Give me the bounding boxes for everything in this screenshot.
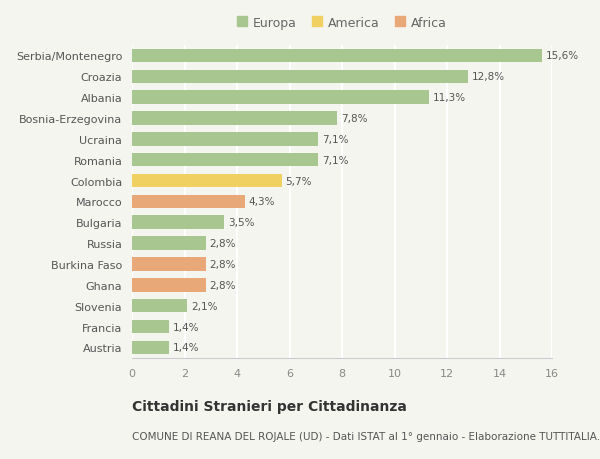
Text: COMUNE DI REANA DEL ROJALE (UD) - Dati ISTAT al 1° gennaio - Elaborazione TUTTIT: COMUNE DI REANA DEL ROJALE (UD) - Dati I… [132,431,600,442]
Bar [132,216,224,230]
Text: 2,8%: 2,8% [209,280,236,290]
Text: 4,3%: 4,3% [249,197,275,207]
Bar [132,279,205,292]
Bar [132,195,245,209]
Text: 1,4%: 1,4% [173,322,199,332]
Bar [132,174,281,188]
Bar [132,257,205,271]
Text: 7,8%: 7,8% [341,114,367,124]
Text: 2,8%: 2,8% [209,259,236,269]
Text: 12,8%: 12,8% [472,72,505,82]
Bar [132,70,468,84]
Text: 1,4%: 1,4% [173,342,199,353]
Text: 2,8%: 2,8% [209,239,236,249]
Legend: Europa, America, Africa: Europa, America, Africa [232,11,452,34]
Text: 7,1%: 7,1% [322,155,349,165]
Text: 15,6%: 15,6% [545,51,578,62]
Bar [132,133,319,146]
Bar [132,341,169,354]
Text: 3,5%: 3,5% [228,218,254,228]
Bar [132,320,169,334]
Bar [132,237,205,250]
Text: 7,1%: 7,1% [322,134,349,145]
Bar [132,154,319,167]
Text: 11,3%: 11,3% [433,93,466,103]
Bar [132,299,187,313]
Text: 5,7%: 5,7% [286,176,312,186]
Bar [132,112,337,125]
Text: 2,1%: 2,1% [191,301,218,311]
Text: Cittadini Stranieri per Cittadinanza: Cittadini Stranieri per Cittadinanza [132,399,407,413]
Bar [132,50,542,63]
Bar [132,91,428,105]
